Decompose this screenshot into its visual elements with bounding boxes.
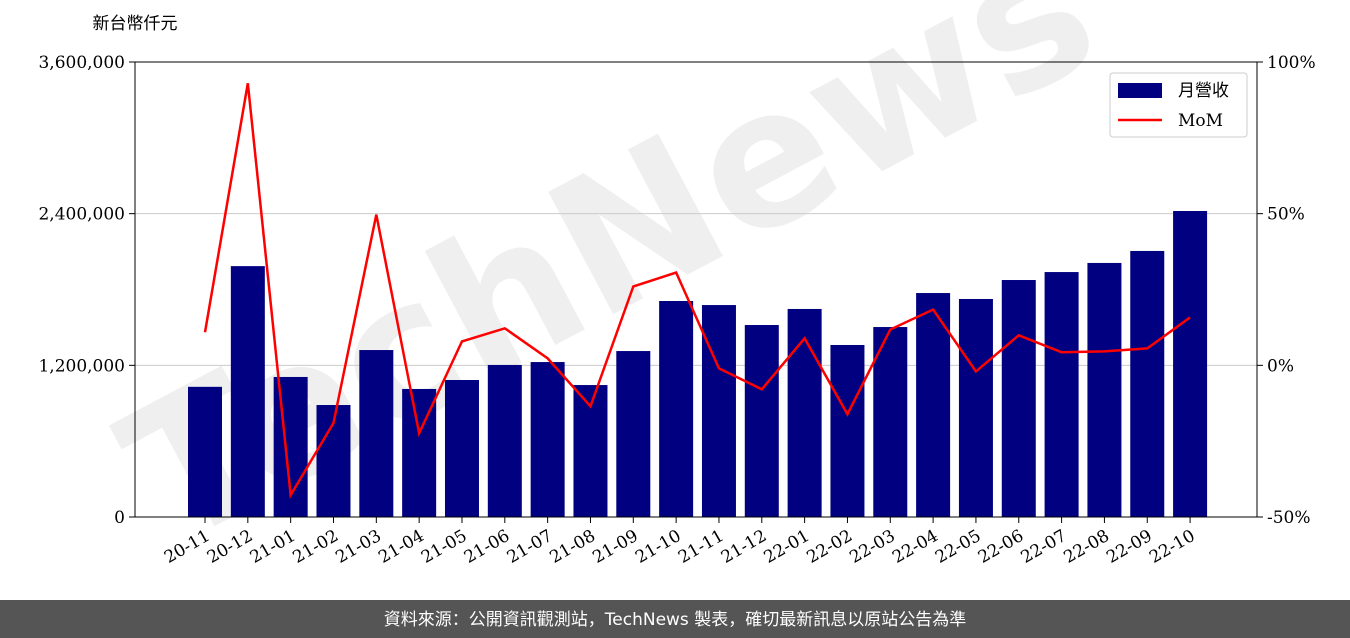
bar: [1130, 250, 1165, 517]
y2-tick-label: 100%: [1267, 53, 1316, 73]
x-tick-label: 21-11: [675, 526, 727, 568]
y-tick-label: 1,200,000: [38, 356, 125, 376]
bar: [787, 308, 822, 517]
bar: [188, 386, 222, 517]
bar: [487, 364, 522, 517]
line: [203, 83, 1191, 500]
bar: [530, 362, 565, 517]
footer: 資料來源：公開資訊觀測站，TechNews 製表，確切最新訊息以原站公告為準: [384, 610, 966, 630]
y-tick-label: 0: [114, 508, 125, 528]
bar: [1087, 262, 1122, 517]
y2-tick-label: -50%: [1267, 508, 1311, 528]
x-tick-label: 21-09: [589, 526, 641, 568]
x-tick-label: 22-08: [1060, 526, 1112, 568]
bar: [1173, 211, 1208, 517]
plot-frame: [134, 61, 1258, 518]
x-tick-label: 22-06: [975, 526, 1027, 568]
x-tick-label: 21-12: [718, 526, 770, 568]
x-tick-label: 22-02: [804, 526, 856, 568]
bar: [916, 293, 951, 517]
bar: [744, 325, 779, 517]
x-tick-label: 21-10: [632, 526, 684, 568]
x-tick-label: 22-03: [846, 526, 898, 568]
x-tick-label: 22-09: [1103, 526, 1155, 568]
bar: [230, 266, 265, 517]
y-tick-label: 3,600,000: [38, 53, 125, 73]
bar: [958, 298, 993, 517]
bar: [1044, 272, 1079, 517]
x-tick-label: 21-05: [418, 526, 470, 568]
legend-label: MoM: [1178, 111, 1223, 131]
x-tick-label: 22-05: [932, 526, 984, 568]
y-axis-label: 新台幣仟元: [93, 14, 178, 34]
bar: [359, 350, 394, 517]
bar: [659, 301, 694, 517]
x-tick-label: 22-10: [1146, 526, 1198, 568]
bar: [830, 344, 865, 517]
legend-label: 月營收: [1178, 81, 1229, 101]
x-tick-label: 22-07: [1018, 526, 1070, 568]
footer-bar: [0, 600, 1350, 638]
y-tick-label: 2,400,000: [38, 205, 125, 225]
x-tick-label: 21-03: [332, 526, 384, 568]
x-tick-label: 21-06: [461, 526, 513, 568]
x-tick-label: 21-04: [375, 526, 427, 568]
x-tick-label: 22-01: [761, 526, 813, 568]
x-tick-label: 22-04: [889, 526, 941, 568]
y2-tick-label: 50%: [1267, 205, 1305, 225]
x-tick-label: 21-08: [547, 526, 599, 568]
bar: [444, 379, 479, 517]
bar: [616, 351, 651, 517]
x-tick-label: 21-07: [504, 526, 556, 568]
bar: [701, 305, 736, 517]
bar: [1001, 280, 1036, 517]
legend-swatch: [1118, 83, 1162, 98]
bar: [873, 327, 908, 517]
y2-tick-label: 0%: [1267, 356, 1294, 376]
